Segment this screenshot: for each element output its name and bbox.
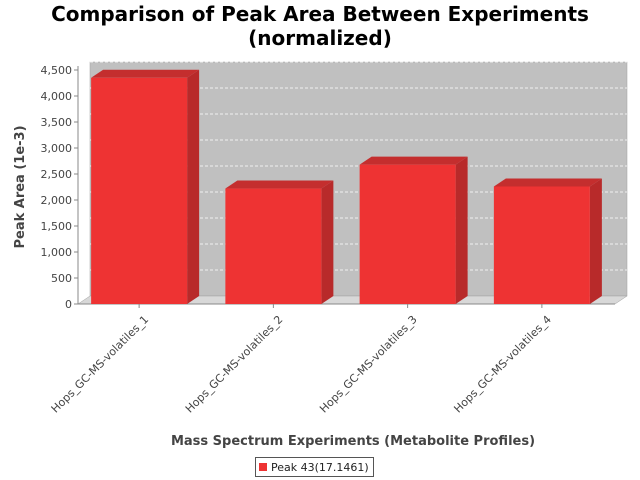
bar-top (225, 180, 334, 189)
bar-top (493, 178, 602, 187)
bar (493, 186, 590, 304)
bar-top (359, 156, 468, 165)
x-tick-label: Hops_GC-MS-volatiles_4 (451, 313, 554, 416)
legend-swatch (259, 463, 267, 471)
x-tick-label: Hops_GC-MS-volatiles_2 (183, 313, 286, 416)
chart-title-line-2: (normalized) (248, 26, 392, 50)
legend: Peak 43(17.1461) (255, 457, 374, 477)
bar-side (187, 69, 200, 304)
y-tick-label: 1,500 (41, 220, 73, 233)
y-tick-label: 3,000 (41, 142, 73, 155)
bar-side (589, 178, 602, 304)
bar (225, 188, 322, 304)
y-tick-label: 1,000 (41, 246, 73, 259)
x-tick-label: Hops_GC-MS-volatiles_3 (317, 313, 420, 416)
y-tick-label: 0 (65, 298, 72, 311)
bar-side (321, 180, 334, 304)
legend-label: Peak 43(17.1461) (271, 460, 369, 474)
bar-side (455, 156, 468, 304)
chart-title: Comparison of Peak Area Between Experime… (0, 2, 640, 50)
y-tick-label: 4,500 (41, 64, 73, 77)
chart-title-line-1: Comparison of Peak Area Between Experime… (51, 2, 589, 26)
y-tick-label: 500 (51, 272, 72, 285)
y-tick-label: 4,000 (41, 90, 73, 103)
y-tick-label: 3,500 (41, 116, 73, 129)
bar (91, 77, 188, 304)
bar-top (91, 69, 200, 78)
x-tick-label: Hops_GC-MS-volatiles_1 (49, 313, 152, 416)
y-tick-label: 2,000 (41, 194, 73, 207)
y-axis-title: Peak Area (1e-3) (13, 125, 28, 248)
y-tick-label: 2,500 (41, 168, 73, 181)
bar (359, 164, 456, 304)
x-axis-title: Mass Spectrum Experiments (Metabolite Pr… (171, 434, 535, 449)
